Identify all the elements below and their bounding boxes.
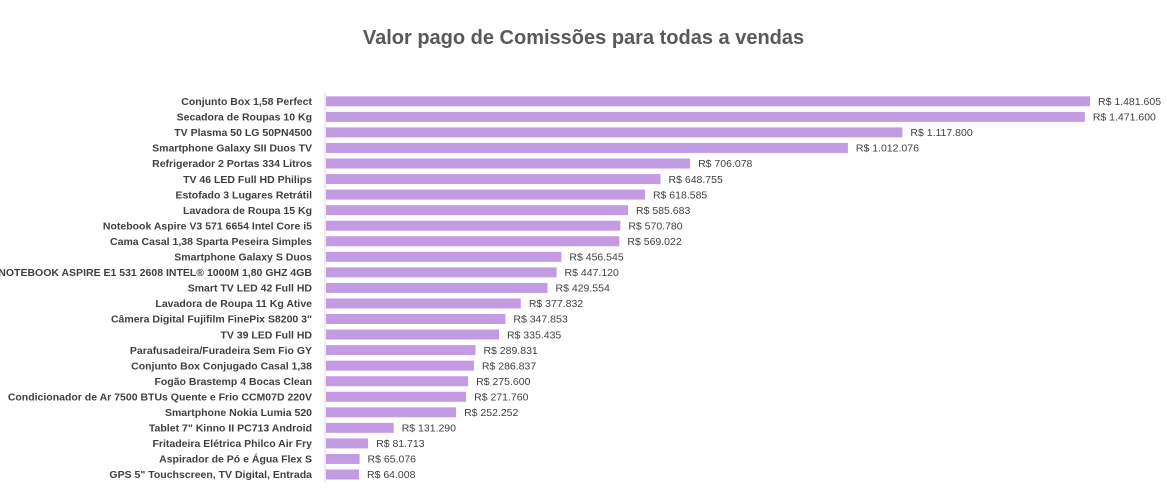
bar: [326, 174, 661, 185]
data-label: R$ 569.022: [627, 236, 681, 248]
category-label: Notebook Aspire V3 571 6654 Intel Core i…: [103, 220, 312, 232]
data-label: R$ 447.120: [565, 267, 619, 279]
category-label: Smart TV LED 42 Full HD: [188, 283, 313, 295]
bar: [326, 329, 499, 340]
data-label: R$ 618.585: [653, 189, 707, 201]
bar: [326, 453, 360, 464]
bar: [326, 96, 1090, 107]
category-label: Câmera Digital Fujifilm FinePix S8200 3": [111, 314, 312, 326]
bar: [326, 469, 359, 480]
data-label: R$ 1.471.600: [1093, 112, 1156, 124]
data-label: R$ 1.481.605: [1098, 96, 1161, 108]
data-label: R$ 706.078: [698, 158, 752, 170]
data-label: R$ 81.713: [376, 438, 425, 450]
data-label: R$ 347.853: [513, 314, 567, 326]
category-label: Lavadora de Roupa 11 Kg Ative: [155, 298, 312, 310]
bar: [326, 267, 557, 278]
category-label: Cama Casal 1,38 Sparta Peseira Simples: [110, 236, 312, 248]
data-label: R$ 275.600: [476, 376, 530, 388]
category-label: Smartphone Nokia Lumia 520: [165, 407, 312, 419]
bar: [326, 236, 620, 247]
data-label: R$ 570.780: [628, 220, 682, 232]
chart-title: Valor pago de Comissões para todas a ven…: [362, 27, 805, 49]
bar: [326, 127, 903, 138]
category-label: Tablet 7" Kinno II PC713 Android: [149, 423, 312, 435]
category-label: Parafusadeira/Furadeira Sem Fio GY: [130, 345, 312, 357]
data-label: R$ 131.290: [402, 423, 456, 435]
category-label: Estofado 3 Lugares Retrátil: [175, 189, 312, 201]
data-label: R$ 286.837: [482, 360, 536, 372]
category-label: Conjunto Box 1,58 Perfect: [181, 96, 312, 108]
bar: [326, 345, 476, 356]
category-label: Aspirador de Pó e Água Flex S: [159, 453, 312, 466]
category-label: Lavadora de Roupa 15 Kg: [183, 205, 312, 217]
bar: [326, 438, 369, 449]
data-label: R$ 429.554: [556, 283, 610, 295]
bar: [326, 158, 691, 169]
category-label: GPS 5" Touchscreen, TV Digital, Entrada: [109, 469, 312, 481]
category-label: Condicionador de Ar 7500 BTUs Quente e F…: [8, 391, 312, 403]
bar: [326, 251, 562, 262]
category-label: NOTEBOOK ASPIRE E1 531 2608 INTEL® 1000M…: [0, 267, 312, 279]
category-label: Smartphone Galaxy SII Duos TV: [152, 143, 312, 155]
data-label: R$ 289.831: [483, 345, 537, 357]
data-label: R$ 1.012.076: [856, 143, 919, 155]
category-label: Fogão Brastemp 4 Bocas Clean: [154, 376, 312, 388]
bar: [326, 189, 645, 200]
category-label: Refrigerador 2 Portas 334 Litros: [152, 158, 312, 170]
bar: [326, 360, 474, 371]
data-label: R$ 64.008: [367, 469, 416, 481]
bar: [326, 142, 848, 153]
category-label: Fritadeira Elétrica Philco Air Fry: [153, 438, 313, 450]
data-label: R$ 1.117.800: [910, 127, 972, 139]
category-label: Smartphone Galaxy S Duos: [174, 252, 312, 264]
category-label: TV Plasma 50 LG 50PN4500: [174, 127, 312, 139]
bar: [326, 314, 506, 324]
data-label: R$ 585.683: [636, 205, 690, 217]
data-label: R$ 377.832: [529, 298, 583, 310]
bar: [326, 407, 457, 418]
category-label: TV 39 LED Full HD: [220, 329, 312, 341]
data-label: R$ 271.760: [474, 391, 528, 403]
data-label: R$ 335.435: [507, 329, 561, 341]
data-label: R$ 648.755: [669, 174, 723, 186]
bar: [326, 220, 621, 231]
bar: [326, 298, 521, 309]
bar: [326, 376, 469, 387]
bar: [326, 205, 628, 216]
category-label: TV 46 LED Full HD Philips: [183, 174, 312, 186]
data-label: R$ 456.545: [569, 252, 623, 264]
bar: [326, 422, 394, 433]
category-label: Secadora de Roupas 10 Kg: [177, 112, 312, 124]
data-label: R$ 65.076: [368, 454, 417, 466]
data-label: R$ 252.252: [464, 407, 518, 419]
bar: [326, 111, 1085, 122]
category-label: Conjunto Box Conjugado Casal 1,38: [131, 360, 312, 372]
bar: [326, 391, 467, 402]
bar: [326, 282, 548, 293]
